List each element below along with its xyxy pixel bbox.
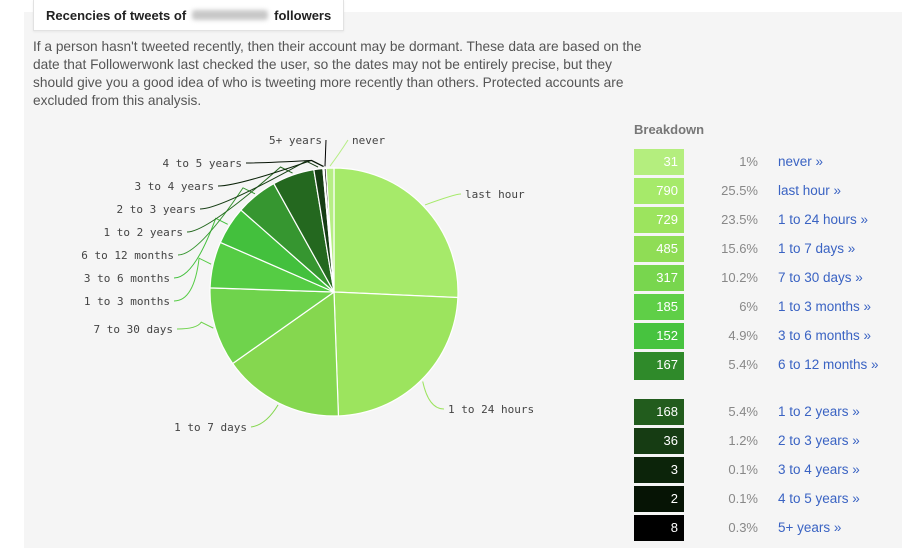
pie-chart: last hour 1 to 24 hours 1 to 7 days 7 to 30…	[81, 134, 534, 434]
breakdown-percent: 6%	[739, 299, 758, 314]
breakdown-percent: 23.5%	[721, 212, 758, 227]
breakdown-row: 167 5.4% 6 to 12 months »	[634, 352, 888, 380]
redacted-username	[192, 10, 269, 20]
breakdown-row: 485 15.6% 1 to 7 days »	[634, 236, 888, 262]
breakdown-link[interactable]: 1 to 3 months »	[778, 299, 872, 314]
breakdown-link[interactable]: 3 to 4 years »	[778, 462, 860, 477]
pie-slice	[231, 290, 340, 417]
pie-connector-line	[245, 159, 324, 167]
pie-connector-line	[217, 159, 324, 187]
analysis-panel	[24, 12, 902, 548]
section-title: Recencies of tweets of followers	[33, 0, 345, 31]
breakdown-count: 790	[634, 178, 684, 204]
pie-slice-label: 1 to 7 days	[174, 421, 247, 434]
breakdown-link[interactable]: 6 to 12 months »	[778, 357, 879, 372]
pie-connector-line	[176, 321, 214, 330]
breakdown-percent: 15.6%	[721, 241, 758, 256]
pie-connector-line	[177, 187, 256, 256]
breakdown-count: 152	[634, 323, 684, 349]
breakdown-link[interactable]: 1 to 2 years »	[778, 404, 860, 419]
breakdown-row: 729 23.5% 1 to 24 hours »	[634, 207, 888, 233]
breakdown-link[interactable]: 1 to 24 hours »	[778, 212, 869, 227]
description-text: If a person hasn't tweeted recently, the…	[33, 39, 642, 108]
pie-connector-line	[329, 139, 349, 167]
breakdown-count: 185	[634, 294, 684, 320]
breakdown-percent: 25.5%	[721, 183, 758, 198]
breakdown-count: 36	[634, 428, 684, 454]
section-title-prefix: Recencies of tweets of	[46, 7, 187, 23]
breakdown-title: Breakdown	[634, 122, 705, 137]
pie-slice-label: 5+ years	[269, 134, 322, 147]
pie-slice	[325, 167, 335, 293]
breakdown-row: 168 5.4% 1 to 2 years »	[634, 399, 888, 425]
breakdown-row: 152 4.9% 3 to 6 months »	[634, 323, 888, 349]
breakdown-link[interactable]: 3 to 6 months »	[778, 328, 872, 343]
breakdown-row: 31 1% never »	[634, 149, 888, 175]
breakdown-percent: 0.1%	[728, 491, 758, 506]
breakdown-count: 2	[634, 486, 684, 512]
pie-slice-label: 6 to 12 months	[81, 249, 174, 262]
breakdown-count: 3	[634, 457, 684, 483]
pie-connector-line	[424, 193, 462, 206]
breakdown-percent: 1.2%	[728, 433, 758, 448]
pie-connector-line	[173, 257, 212, 302]
breakdown-count: 8	[634, 515, 684, 541]
pie-slice	[333, 167, 459, 299]
breakdown-count: 485	[634, 236, 684, 262]
breakdown-percent: 4.9%	[728, 328, 758, 343]
breakdown-link[interactable]: 7 to 30 days »	[778, 270, 863, 285]
breakdown-count: 168	[634, 399, 684, 425]
breakdown-link[interactable]: 4 to 5 years »	[778, 491, 860, 506]
pie-slice-label: last hour	[465, 188, 525, 201]
breakdown-row: 3 0.1% 3 to 4 years »	[634, 457, 888, 483]
breakdown-row: 317 10.2% 7 to 30 days »	[634, 265, 888, 291]
pie-connector-line	[250, 404, 279, 428]
breakdown-percent: 1%	[739, 154, 758, 169]
breakdown-percent: 5.4%	[728, 357, 758, 372]
pie-connector-line	[422, 381, 445, 410]
breakdown-percent: 5.4%	[728, 404, 758, 419]
pie-slice-label: 3 to 4 years	[135, 180, 214, 193]
section-title-suffix: followers	[274, 7, 332, 23]
breakdown-row: 36 1.2% 2 to 3 years »	[634, 428, 888, 454]
pie-slice-label: 4 to 5 years	[163, 157, 242, 170]
pie-slice-label: 7 to 30 days	[94, 323, 173, 336]
pie-slice-label: 1 to 3 months	[84, 295, 170, 308]
breakdown-link[interactable]: last hour »	[778, 183, 842, 198]
pie-slice	[333, 291, 459, 417]
pie-slice-label: 1 to 2 years	[104, 226, 183, 239]
breakdown-percent: 0.3%	[728, 520, 758, 535]
pie-slice-label: 1 to 24 hours	[448, 403, 534, 416]
breakdown-row: 790 25.5% last hour »	[634, 178, 888, 204]
breakdown-link[interactable]: 5+ years »	[778, 520, 842, 535]
pie-slice-label: 3 to 6 months	[84, 272, 170, 285]
breakdown-row: 8 0.3% 5+ years »	[634, 515, 888, 541]
breakdown-count: 167	[634, 352, 684, 380]
breakdown-count: 317	[634, 265, 684, 291]
pie-slice-label: 2 to 3 years	[117, 203, 196, 216]
breakdown-count: 729	[634, 207, 684, 233]
pie-slice-label: never	[352, 134, 385, 147]
breakdown-percent: 0.1%	[728, 462, 758, 477]
breakdown-count: 31	[634, 149, 684, 175]
breakdown-percent: 10.2%	[721, 270, 758, 285]
breakdown-row: 185 6% 1 to 3 months »	[634, 294, 888, 320]
breakdown-row: 2 0.1% 4 to 5 years »	[634, 486, 888, 512]
pie-connector-line	[186, 166, 293, 233]
pie-slice	[209, 287, 336, 365]
breakdown-link[interactable]: 2 to 3 years »	[778, 433, 860, 448]
pie-connector-line	[324, 139, 327, 167]
breakdown-link[interactable]: 1 to 7 days »	[778, 241, 856, 256]
breakdown-link[interactable]: never »	[778, 154, 824, 169]
